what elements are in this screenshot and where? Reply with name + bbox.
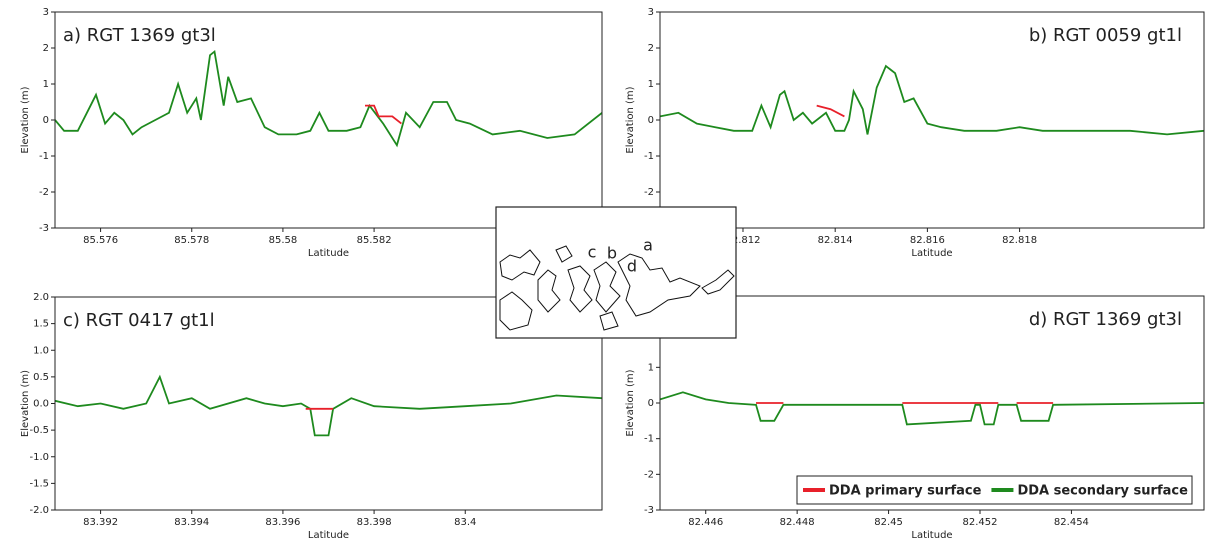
plot-area [55,12,602,228]
x-tick-label: 82.45 [874,517,903,528]
x-axis-label: Latitude [308,248,349,259]
y-axis-label: Elevation (m) [625,86,636,153]
x-axis-label: Latitude [308,530,349,541]
y-tick-label: -2 [39,187,49,198]
coastline [499,291,533,331]
surface-line [660,64,1204,136]
legend-label: DDA primary surface [829,484,982,499]
y-tick-label: 2 [648,43,654,54]
x-tick-label: 82.454 [1054,517,1089,528]
series-group [660,391,1204,426]
y-tick-label: 1.5 [33,319,49,330]
x-tick-label: 82.818 [1002,235,1037,246]
plot-frame [54,11,603,229]
x-tick-label: 82.816 [910,235,945,246]
chart-title: a) RGT 1369 gt3l [63,25,216,46]
chart-title: d) RGT 1369 gt3l [1029,309,1182,330]
y-axis-label: Elevation (m) [20,370,31,437]
y-tick-label: -1 [644,434,654,445]
y-tick-label: -2 [644,187,654,198]
y-tick-label: -3 [39,223,49,234]
x-tick-label: 83.4 [454,517,476,528]
y-tick-label: 1 [648,362,654,373]
inset-label: a [643,236,653,255]
surface-line [55,49,602,148]
y-tick-label: 0.0 [33,399,49,410]
x-axis-label: Latitude [911,530,952,541]
x-tick-label: 82.812 [725,235,760,246]
series-group [55,374,602,437]
plot-area [660,12,1204,228]
chart-title: c) RGT 0417 gt1l [63,310,215,331]
y-tick-label: 0 [43,115,49,126]
y-tick-label: -1.0 [29,452,49,463]
x-axis-label: Latitude [911,248,952,259]
y-axis-label: Elevation (m) [625,369,636,436]
surface-line [816,104,845,118]
x-tick-label: 85.578 [174,235,209,246]
y-tick-label: 1.0 [33,345,49,356]
x-tick-label: 82.452 [963,517,998,528]
y-tick-label: 1 [43,79,49,90]
x-tick-label: 83.392 [83,517,118,528]
series-group [660,64,1204,136]
y-tick-label: 0 [648,115,654,126]
coastline [567,265,593,313]
x-tick-label: 82.446 [688,517,723,528]
y-tick-label: 3 [43,7,49,18]
plot-frame [54,296,603,511]
x-tick-label: 82.814 [818,235,853,246]
y-tick-label: -3 [644,505,654,516]
inset-map: c bda [495,206,737,339]
y-tick-label: 1 [648,79,654,90]
y-tick-label: -1 [644,151,654,162]
y-tick-label: -2 [644,469,654,480]
series-group [55,49,602,148]
y-tick-label: -1 [39,151,49,162]
surface-line [660,391,1204,426]
y-tick-label: 2.0 [33,292,49,303]
plot-frame [659,11,1205,229]
y-tick-label: 3 [648,7,654,18]
coastline [617,253,701,317]
x-tick-label: 85.582 [357,235,392,246]
x-tick-label: 83.394 [174,517,209,528]
surface-line [55,374,602,437]
coastline [537,269,561,313]
x-tick-label: 83.398 [357,517,392,528]
inset-label: d [627,257,637,276]
x-tick-label: 85.576 [83,235,118,246]
chart-title: b) RGT 0059 gt1l [1029,25,1182,46]
x-tick-label: 82.448 [780,517,815,528]
coastline [499,249,541,281]
coastline [599,311,619,331]
coastline [555,245,573,263]
y-tick-label: -2.0 [29,505,49,516]
x-tick-label: 83.396 [265,517,300,528]
coastline [701,269,735,295]
y-tick-label: 0 [648,398,654,409]
x-tick-label: 85.58 [269,235,298,246]
legend-label: DDA secondary surface [1017,484,1188,499]
surface-line [365,104,402,125]
plot-frame [659,295,1205,511]
inset-label: c [588,243,597,262]
y-axis-label: Elevation (m) [20,86,31,153]
inset-label: b [607,244,617,263]
y-tick-label: -1.5 [29,478,49,489]
coastline [593,261,621,313]
y-tick-label: 2 [43,43,49,54]
y-tick-label: 0.5 [33,372,49,383]
y-tick-label: -0.5 [29,425,49,436]
